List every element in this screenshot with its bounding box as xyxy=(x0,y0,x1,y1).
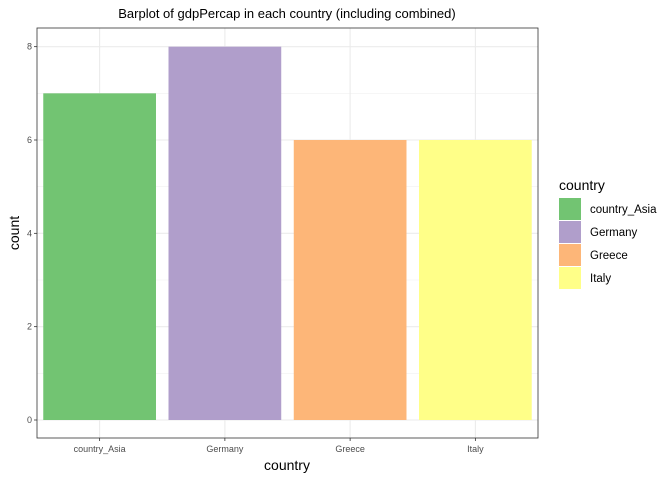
bar-italy xyxy=(419,140,532,420)
legend-label: Italy xyxy=(590,273,611,285)
y-tick-label: 4 xyxy=(27,228,32,238)
x-axis: country_Asia Germany Greece Italy xyxy=(74,438,484,454)
y-tick-label: 8 xyxy=(27,42,32,52)
bar-germany xyxy=(168,46,282,421)
y-axis: 0 2 4 6 8 xyxy=(27,42,37,425)
legend-key xyxy=(559,198,581,220)
y-tick-label: 2 xyxy=(27,322,32,332)
x-tick-label: Greece xyxy=(335,444,365,454)
legend-label: Germany xyxy=(590,227,638,239)
x-tick-label: Germany xyxy=(206,444,244,454)
x-tick-label: Italy xyxy=(467,444,484,454)
legend-key xyxy=(559,244,581,266)
y-tick-label: 6 xyxy=(27,135,32,145)
y-axis-title: count xyxy=(6,216,22,250)
legend: country country_Asia Germany Greece Italy xyxy=(559,177,657,289)
legend-key xyxy=(559,267,581,289)
bars xyxy=(43,46,532,421)
y-tick-label: 0 xyxy=(27,415,32,425)
legend-key xyxy=(559,221,581,243)
bar-greece xyxy=(293,140,407,420)
chart-title: Barplot of gdpPercap in each country (in… xyxy=(118,6,455,21)
legend-title: country xyxy=(559,177,605,193)
legend-label: Greece xyxy=(590,250,628,262)
legend-label: country_Asia xyxy=(590,204,657,216)
x-tick-label: country_Asia xyxy=(74,444,126,454)
x-axis-title: country xyxy=(264,457,310,473)
bar-country-asia xyxy=(43,93,156,420)
